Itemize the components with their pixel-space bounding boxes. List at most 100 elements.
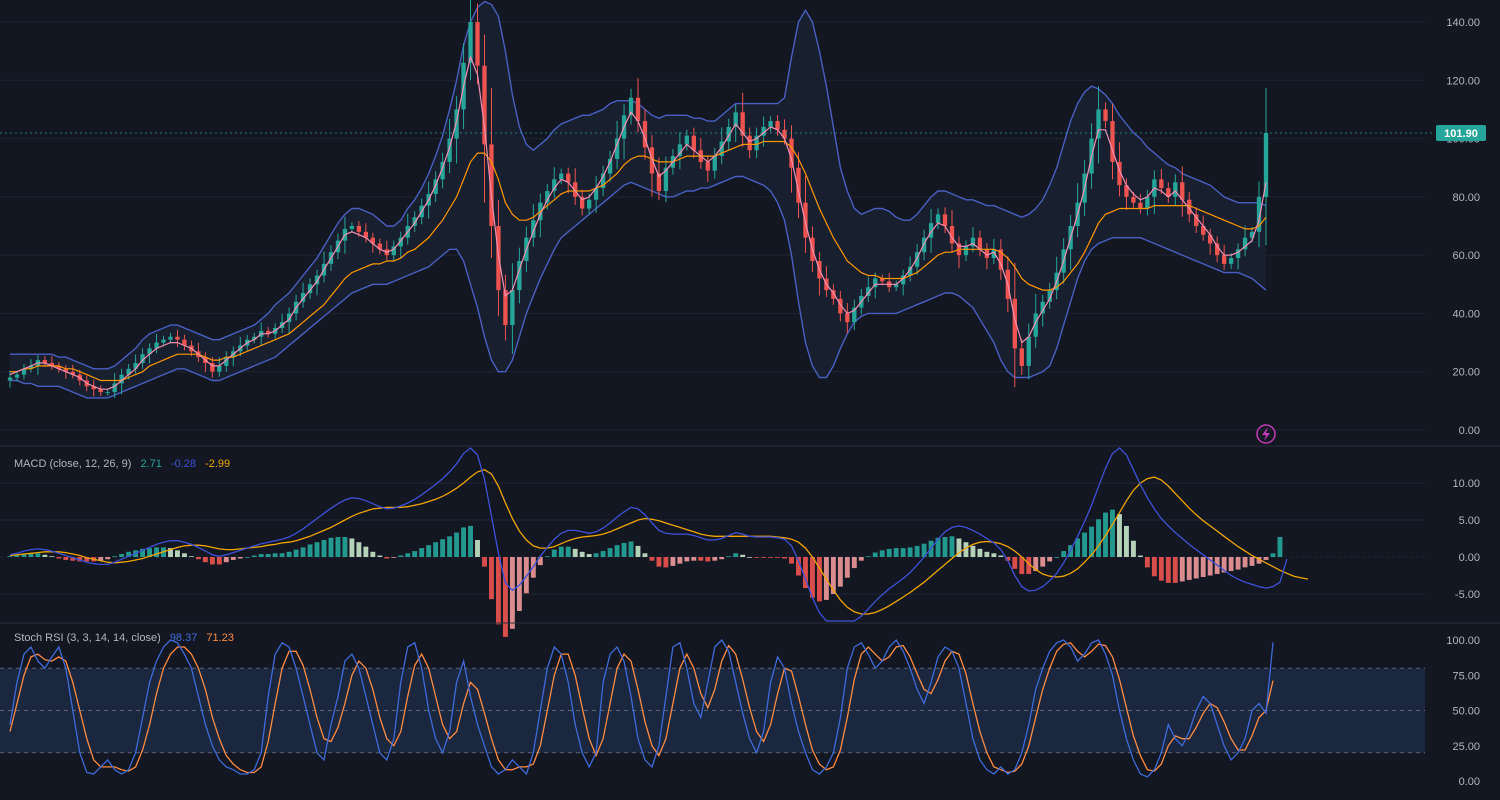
macd-histogram-bar xyxy=(712,557,718,561)
candle-body xyxy=(663,167,669,192)
macd-histogram-bar xyxy=(272,553,278,557)
macd-histogram-bar xyxy=(677,557,683,564)
candle-body xyxy=(747,135,752,151)
candle-body xyxy=(1166,188,1171,197)
macd-histogram-bar xyxy=(705,557,711,562)
candle-body xyxy=(566,173,571,183)
macd-histogram-bar xyxy=(35,553,41,557)
candle-body xyxy=(300,293,306,302)
candle-body xyxy=(56,365,62,369)
candle-body xyxy=(1242,237,1248,250)
macd-histogram-bar xyxy=(719,557,725,560)
stoch-rsi-k-line xyxy=(9,638,1274,778)
stoch-rsi-legend[interactable]: Stoch RSI (3, 3, 14, 14, close) 98.37 71… xyxy=(14,632,234,644)
macd-histogram-bar xyxy=(112,556,118,558)
stoch-rsi-axis[interactable]: 100.00 75.00 50.00 25.00 0.00 xyxy=(1446,635,1480,788)
macd-histogram-bar xyxy=(1012,557,1018,569)
price-tick-label: 0.00 xyxy=(1459,425,1480,437)
last-price-value: 101.90 xyxy=(1444,128,1478,140)
macd-histogram-bar xyxy=(1207,557,1213,576)
candle-body xyxy=(775,121,780,130)
candle-body xyxy=(1103,109,1108,122)
macd-histogram-bar xyxy=(970,545,976,557)
macd-histogram-bar xyxy=(216,557,222,565)
stoch-tick-label: 50.00 xyxy=(1452,706,1480,718)
macd-histogram-bar xyxy=(77,557,83,562)
macd-histogram-bar xyxy=(1270,553,1276,557)
candle-body xyxy=(914,252,920,267)
macd-tick-label: 0.00 xyxy=(1459,552,1480,564)
macd-signal-line xyxy=(9,468,1309,615)
candle-body xyxy=(866,287,871,296)
macd-histogram-bar xyxy=(865,556,871,558)
macd-histogram-bar xyxy=(796,557,801,576)
macd-legend[interactable]: MACD (close, 12, 26, 9) 2.71 -0.28 -2.99 xyxy=(14,458,230,470)
candle-body xyxy=(768,121,773,127)
lightning-bolt-icon[interactable] xyxy=(1256,424,1276,444)
macd-histogram-bar xyxy=(1249,557,1255,566)
candle-body xyxy=(307,284,313,294)
macd-histogram-bar xyxy=(447,536,453,557)
macd-histogram-bar xyxy=(119,554,125,557)
macd-histogram-bar xyxy=(244,557,250,558)
macd-histogram-bar xyxy=(733,553,739,557)
candle-body xyxy=(210,362,215,372)
macd-panel[interactable]: MACD (close, 12, 26, 9) 2.71 -0.28 -2.99… xyxy=(0,447,1480,637)
macd-histogram-bar xyxy=(740,554,746,557)
macd-histogram-bar xyxy=(7,556,13,558)
candle-body xyxy=(719,141,724,157)
candle-body xyxy=(440,161,445,180)
candle-body xyxy=(391,246,396,256)
ema-fast-line xyxy=(9,55,1267,390)
macd-histogram-bar xyxy=(830,557,836,594)
stoch-rsi-panel[interactable]: Stoch RSI (3, 3, 14, 14, close) 98.37 71… xyxy=(0,632,1480,788)
macd-axis[interactable]: 10.00 5.00 0.00 -5.00 xyxy=(1452,478,1480,601)
macd-histogram-bar xyxy=(182,553,187,557)
macd-histogram-bar xyxy=(998,555,1004,557)
candle-body xyxy=(928,223,934,238)
macd-histogram-bar xyxy=(1047,557,1053,562)
candle-body xyxy=(900,275,906,285)
macd-histogram-bar xyxy=(663,557,669,568)
price-tick-label: 40.00 xyxy=(1452,308,1480,320)
macd-histogram-bar xyxy=(84,557,90,562)
macd-histogram-bar xyxy=(747,557,753,558)
candle-body xyxy=(370,237,376,244)
candle-body xyxy=(1012,298,1017,349)
macd-histogram-bar xyxy=(279,553,285,557)
macd-histogram-bar xyxy=(586,554,592,557)
candle-body xyxy=(21,368,27,375)
price-panel[interactable]: 140.00 120.00 100.00 80.00 60.00 40.00 2… xyxy=(0,0,1486,444)
macd-histogram-bar xyxy=(775,557,780,558)
macd-histogram-bar xyxy=(1110,509,1115,557)
macd-histogram-bar xyxy=(837,557,843,587)
candle-body xyxy=(182,339,187,346)
macd-histogram-bar xyxy=(49,556,55,558)
macd-histogram-bar xyxy=(1089,526,1094,557)
macd-histogram-bar xyxy=(621,542,627,557)
macd-histogram-bar xyxy=(412,551,418,557)
macd-histogram-bar xyxy=(461,527,466,557)
stoch-tick-label: 0.00 xyxy=(1459,776,1480,788)
candle-body xyxy=(1235,249,1241,259)
macd-histogram-bar xyxy=(265,554,271,557)
macd-tick-label: -5.00 xyxy=(1455,589,1480,601)
candle-body xyxy=(691,135,696,151)
candle-body xyxy=(531,220,536,238)
candle-body xyxy=(42,360,48,363)
candle-body xyxy=(977,237,983,250)
macd-histogram-bar xyxy=(293,549,299,557)
macd-histogram-bar xyxy=(984,551,990,557)
candle-body xyxy=(991,249,997,259)
candle-body xyxy=(782,129,787,139)
macd-histogram-bar xyxy=(1130,540,1136,557)
macd-tick-label: 10.00 xyxy=(1452,478,1480,490)
macd-histogram-bar xyxy=(516,557,522,612)
macd-histogram-bar xyxy=(1033,557,1039,572)
macd-histogram-bar xyxy=(126,551,132,557)
candle-body xyxy=(1117,161,1122,186)
candle-body xyxy=(468,22,473,63)
macd-histogram-bar xyxy=(475,539,480,557)
candle-body xyxy=(1221,255,1227,264)
